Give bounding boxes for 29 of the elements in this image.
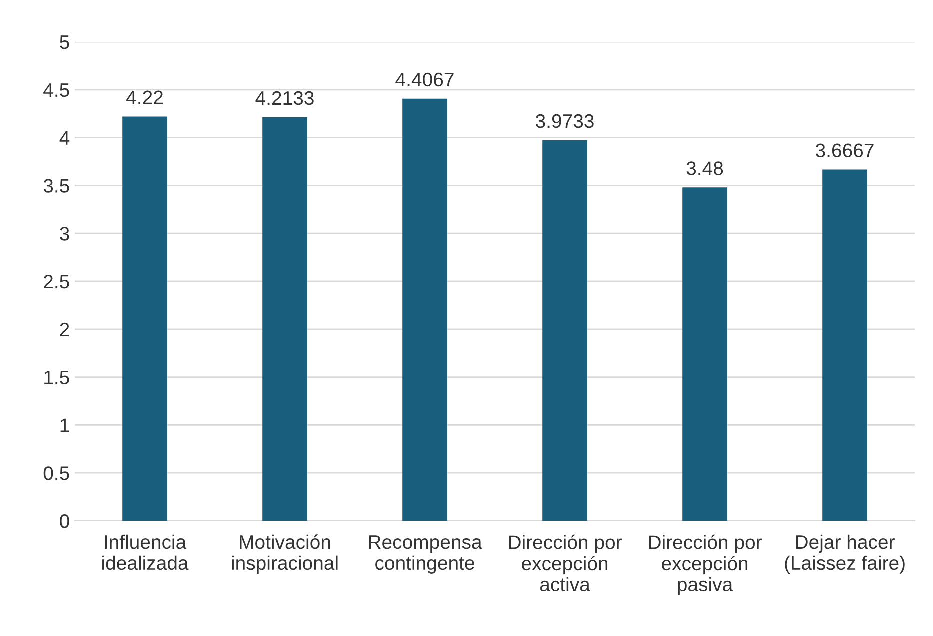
data-label: 4.22 — [126, 90, 163, 104]
x-tick-label: Dirección por excepción activa — [509, 534, 622, 592]
x-tick-label: Recompensa contingente — [369, 536, 482, 574]
y-tick-label: 0 — [60, 514, 70, 528]
y-tick-label: 2.5 — [44, 274, 70, 289]
bar — [542, 140, 588, 521]
bar — [122, 116, 168, 521]
bar — [262, 117, 308, 521]
y-tick-label: 1.5 — [44, 370, 70, 385]
data-label: 3.9733 — [536, 114, 594, 128]
bar — [402, 98, 448, 521]
data-label: 4.2133 — [256, 91, 314, 106]
x-tick-label: Influencia idealizada — [102, 534, 189, 570]
x-tick-label: Motivación inspiracional — [232, 534, 338, 574]
data-label: 4.4067 — [396, 72, 454, 87]
y-tick-label: 4 — [60, 131, 70, 145]
data-label: 3.48 — [686, 162, 724, 176]
y-tick-label: 0.5 — [44, 466, 70, 480]
bar — [822, 170, 868, 521]
data-label: 3.6667 — [816, 144, 874, 158]
y-tick-label: 1 — [60, 418, 70, 432]
y-tick-label: 5 — [60, 36, 70, 50]
x-tick-label: Dirección por excepción pasiva — [649, 534, 762, 596]
y-tick-label: 2 — [60, 322, 70, 336]
y-tick-label: 3 — [60, 227, 70, 241]
bar — [682, 188, 728, 521]
y-tick-label: 3.5 — [44, 179, 70, 193]
y-tick-label: 4.5 — [44, 84, 70, 98]
x-tick-label: Dejar hacer (Laissez faire) — [785, 534, 905, 574]
